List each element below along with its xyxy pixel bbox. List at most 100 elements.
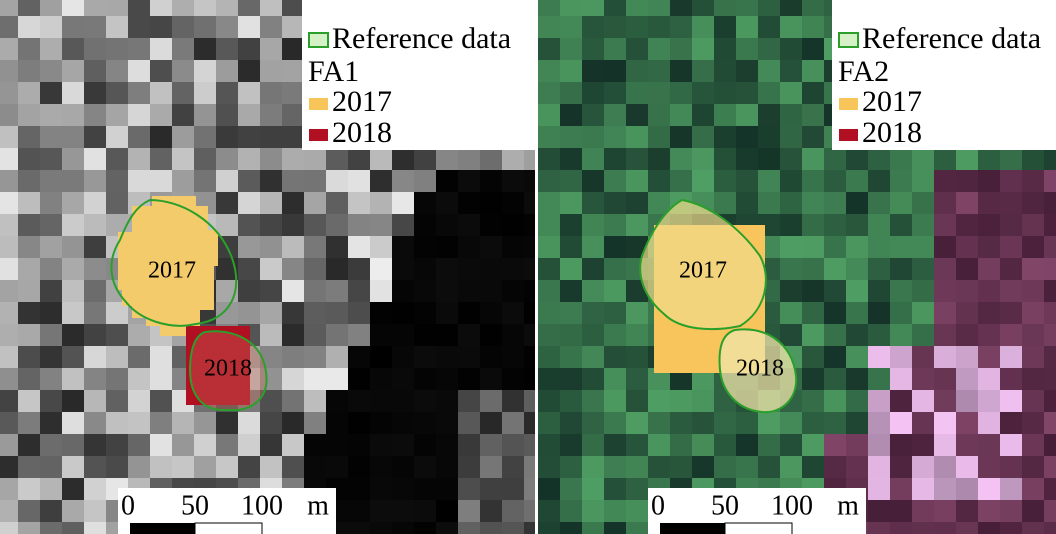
- pixel: [18, 148, 41, 171]
- pixel: [824, 192, 847, 215]
- pixel: [626, 170, 649, 193]
- pixel: [414, 500, 437, 523]
- pixel: [868, 368, 891, 391]
- pixel: [890, 390, 913, 413]
- pixel: [436, 478, 459, 501]
- pixel: [978, 412, 1001, 435]
- pixel: [436, 258, 459, 281]
- pixel: [890, 236, 913, 259]
- pixel: [18, 412, 41, 435]
- pixel: [626, 346, 649, 369]
- pixel: [480, 192, 503, 215]
- scale-tick: 100: [771, 490, 813, 521]
- pixel: [956, 478, 979, 501]
- pixel: [436, 148, 459, 171]
- pixel: [304, 390, 327, 413]
- pixel: [40, 170, 63, 193]
- pixel: [414, 390, 437, 413]
- pixel: [128, 434, 151, 457]
- pixel: [436, 302, 459, 325]
- pixel: [150, 16, 173, 39]
- pixel: [458, 324, 481, 347]
- pixel: [40, 16, 63, 39]
- pixel: [18, 500, 41, 523]
- pixel: [84, 280, 107, 303]
- pixel: [736, 38, 759, 61]
- pixel: [194, 126, 217, 149]
- pixel: [846, 258, 869, 281]
- pixel: [304, 192, 327, 215]
- pixel: [40, 456, 63, 479]
- pixel: [626, 192, 649, 215]
- pixel: [480, 214, 503, 237]
- pixel: [890, 324, 913, 347]
- fa1-2018: [186, 326, 250, 405]
- pixel: [824, 258, 847, 281]
- pixel: [648, 148, 671, 171]
- pixel: [348, 214, 371, 237]
- pixel: [392, 368, 415, 391]
- pixel: [436, 236, 459, 259]
- pixel: [626, 456, 649, 479]
- pixel: [560, 456, 583, 479]
- pixel: [128, 324, 151, 347]
- pixel: [1000, 214, 1023, 237]
- pixel: [802, 82, 825, 105]
- pixel: [978, 258, 1001, 281]
- pixel: [106, 82, 129, 105]
- pixel: [392, 170, 415, 193]
- pixel: [106, 368, 129, 391]
- pixel: [1000, 478, 1023, 501]
- pixel: [582, 236, 605, 259]
- pixel: [480, 346, 503, 369]
- pixel: [84, 0, 107, 17]
- pixel: [40, 192, 63, 215]
- pixel: [1000, 280, 1023, 303]
- pixel: [282, 126, 305, 149]
- legend-label: Reference data: [862, 22, 1041, 55]
- pixel: [304, 346, 327, 369]
- pixel: [326, 324, 349, 347]
- pixel: [414, 368, 437, 391]
- pixel: [538, 104, 561, 127]
- pixel: [582, 456, 605, 479]
- pixel: [62, 368, 85, 391]
- pixel: [304, 368, 327, 391]
- pixel: [626, 60, 649, 83]
- pixel: [956, 192, 979, 215]
- pixel: [84, 522, 107, 534]
- pixel: [648, 82, 671, 105]
- pixel: [194, 456, 217, 479]
- pixel: [626, 522, 649, 534]
- pixel: [40, 280, 63, 303]
- pixel: [758, 126, 781, 149]
- pixel: [282, 0, 305, 17]
- pixel: [304, 302, 327, 325]
- pixel: [538, 390, 561, 413]
- pixel: [582, 434, 605, 457]
- pixel: [978, 456, 1001, 479]
- pixel: [282, 214, 305, 237]
- pixel: [1022, 522, 1045, 534]
- pixel: [150, 126, 173, 149]
- pixel: [348, 500, 371, 523]
- pixel: [18, 82, 41, 105]
- pixel: [128, 170, 151, 193]
- pixel: [392, 346, 415, 369]
- pixel: [890, 346, 913, 369]
- pixel: [934, 346, 957, 369]
- pixel: [1044, 302, 1056, 325]
- pixel: [1022, 280, 1045, 303]
- pixel: [692, 0, 715, 17]
- pixel: [18, 346, 41, 369]
- pixel: [934, 390, 957, 413]
- panel-right: 2017 2018 Reference data FA2 2017 2018 0…: [639, 0, 1056, 534]
- legend-label: 2017: [862, 85, 922, 118]
- pixel: [582, 346, 605, 369]
- pixel: [370, 390, 393, 413]
- pixel: [846, 368, 869, 391]
- pixel: [348, 390, 371, 413]
- pixel: [648, 16, 671, 39]
- pixel: [414, 170, 437, 193]
